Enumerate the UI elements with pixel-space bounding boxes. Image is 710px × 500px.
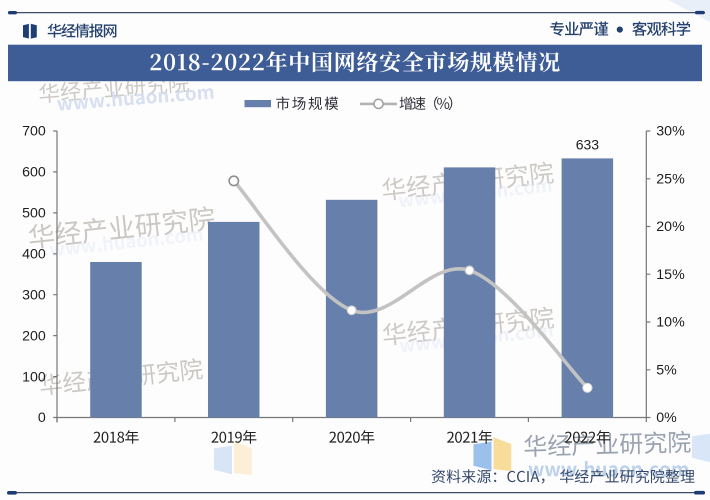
svg-text:0%: 0% [656,410,677,426]
svg-text:200: 200 [22,328,46,344]
svg-text:633: 633 [576,136,600,152]
svg-text:30%: 30% [656,124,685,140]
svg-text:25%: 25% [656,171,685,187]
svg-text:0: 0 [38,410,46,426]
svg-text:15%: 15% [656,267,685,283]
svg-text:300: 300 [22,287,46,303]
svg-text:100: 100 [22,369,46,385]
svg-text:20%: 20% [656,219,685,235]
svg-text:700: 700 [22,124,46,140]
svg-text:500: 500 [22,206,46,222]
svg-text:10%: 10% [656,315,685,331]
svg-text:5%: 5% [656,362,677,378]
svg-text:400: 400 [22,247,46,263]
svg-text:600: 600 [22,165,46,181]
